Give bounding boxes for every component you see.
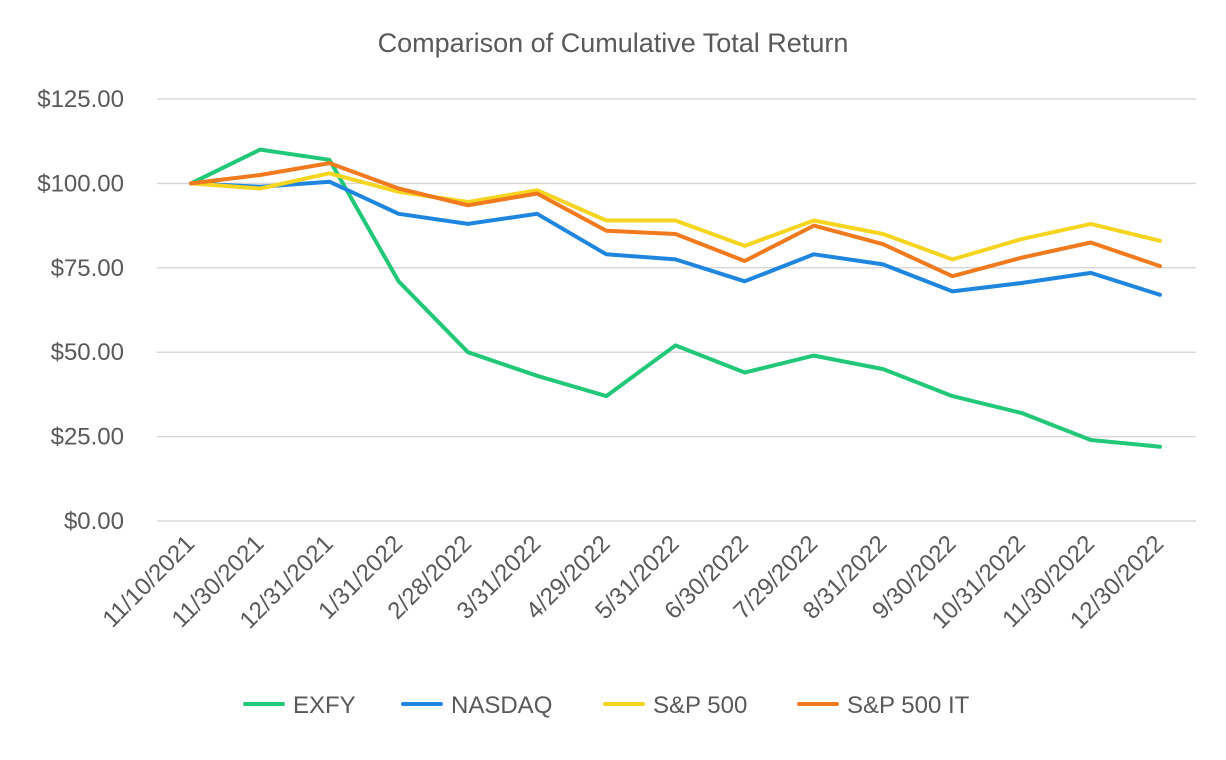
chart-title: Comparison of Cumulative Total Return <box>378 28 849 58</box>
legend-label: EXFY <box>293 692 356 719</box>
y-axis-tick-labels: $0.00 $25.00 $50.00 $75.00 $100.00 $125.00 <box>37 86 124 535</box>
y-tick-label: $125.00 <box>37 86 124 113</box>
y-tick-label: $75.00 <box>51 255 124 282</box>
series-lines <box>189 147 1162 449</box>
series-line-exfy <box>189 147 1162 449</box>
y-tick-label: $50.00 <box>51 339 124 366</box>
y-tick-label: $100.00 <box>37 170 124 197</box>
legend-item-s-p-500-it: S&P 500 IT <box>797 692 970 719</box>
legend: EXFY NASDAQ S&P 500 S&P 500 IT <box>243 692 970 719</box>
legend-label: NASDAQ <box>451 692 552 719</box>
series-line-nasdaq <box>189 179 1162 297</box>
legend-label: S&P 500 <box>653 692 747 719</box>
series-line-s-p-500 <box>189 171 1162 262</box>
series-line-s-p-500-it <box>189 161 1162 279</box>
y-tick-label: $25.00 <box>51 424 124 451</box>
x-axis-tick-labels: 11/10/202111/30/202112/31/20211/31/20222… <box>97 530 1169 634</box>
legend-item-s-p-500: S&P 500 <box>603 692 747 719</box>
y-tick-label: $0.00 <box>64 508 124 535</box>
legend-item-exfy: EXFY <box>243 692 356 719</box>
legend-item-nasdaq: NASDAQ <box>401 692 552 719</box>
gridlines <box>157 98 1196 522</box>
legend-label: S&P 500 IT <box>847 692 970 719</box>
